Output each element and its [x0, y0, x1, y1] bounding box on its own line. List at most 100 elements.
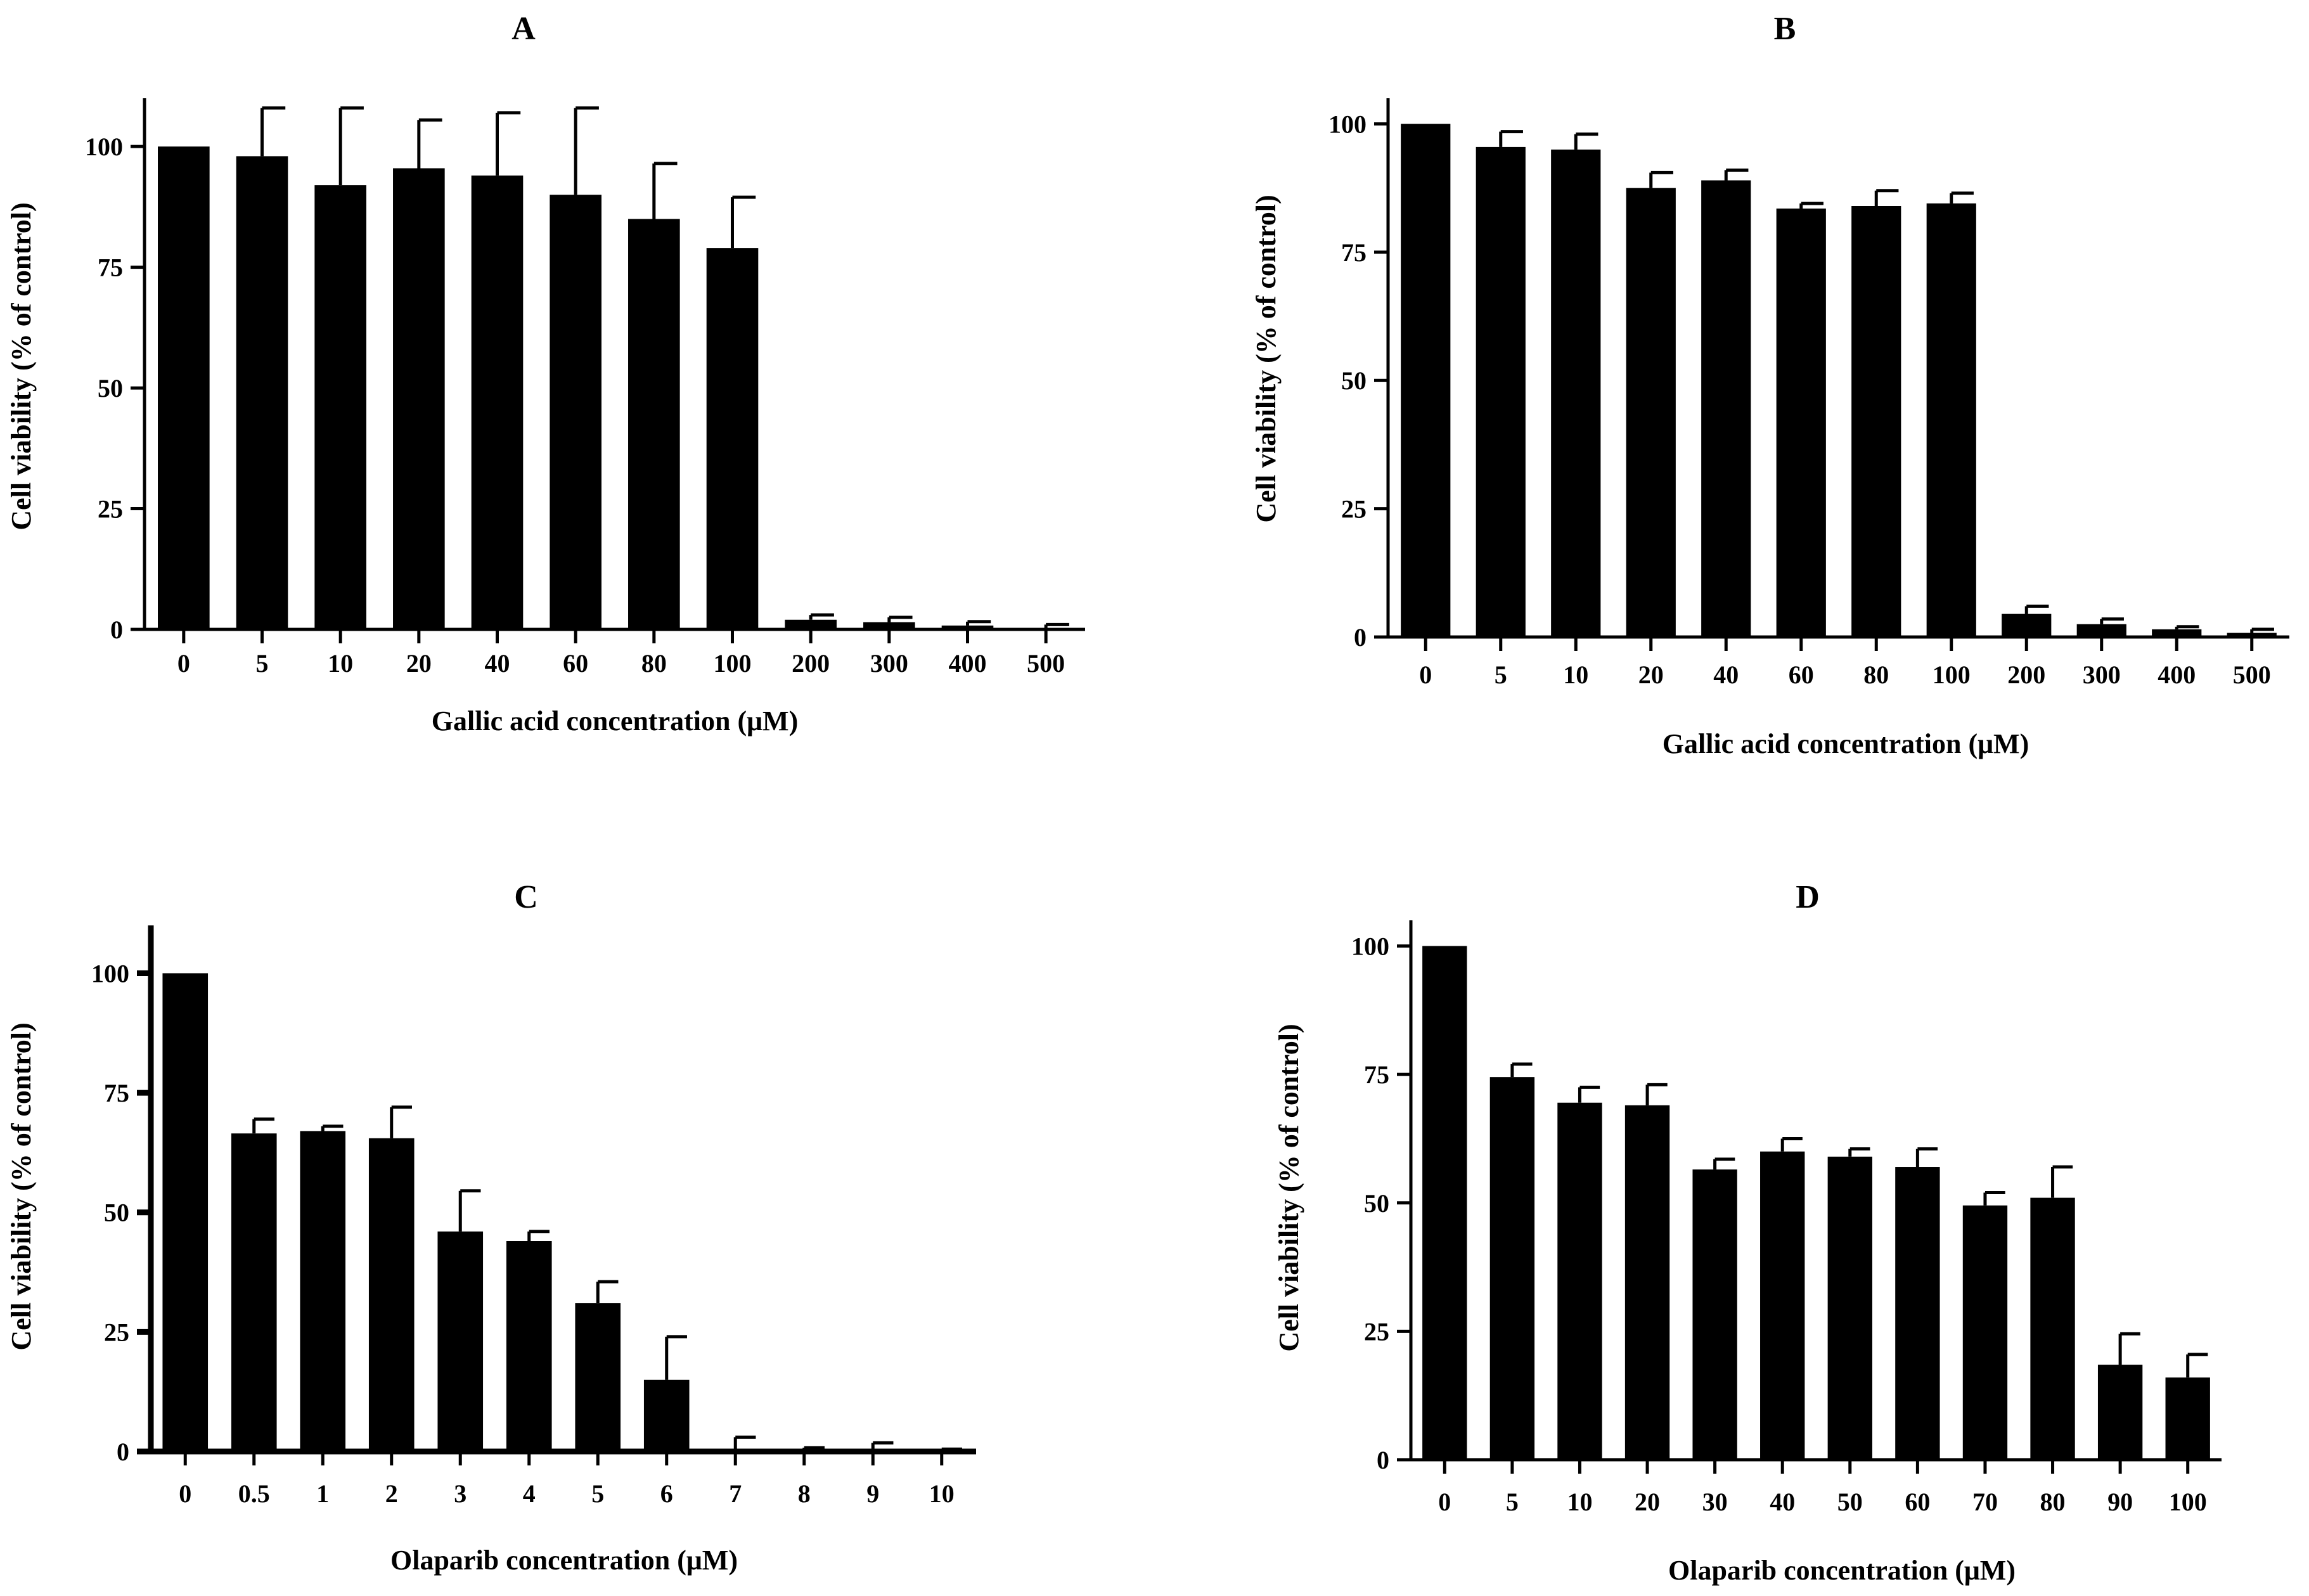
y-axis-label: Cell viability (% of control)	[1251, 195, 1282, 522]
x-tick-label: 30	[1702, 1488, 1728, 1516]
bar	[863, 622, 915, 629]
bar	[162, 973, 209, 1451]
x-tick-label: 100	[1933, 660, 1971, 689]
panel-title: A	[511, 11, 536, 47]
bar	[2152, 629, 2202, 637]
x-tick-label: 90	[2107, 1488, 2133, 1516]
bar	[437, 1231, 484, 1451]
y-tick-label: 0	[1354, 623, 1367, 652]
x-tick-label: 200	[2007, 660, 2045, 689]
x-tick-label: 2	[385, 1479, 398, 1508]
y-tick-label: 50	[1364, 1189, 1389, 1218]
y-tick-label: 25	[104, 1318, 129, 1346]
x-tick-label: 5	[1495, 660, 1507, 689]
bar	[2076, 624, 2126, 637]
x-tick-label: 100	[714, 649, 752, 678]
x-tick-label: 10	[929, 1479, 955, 1508]
bar	[643, 1379, 690, 1451]
x-tick-label: 10	[1567, 1488, 1592, 1516]
y-tick-label: 25	[1341, 495, 1367, 524]
bar	[236, 156, 288, 629]
x-axis-label: Gallic acid concentration (μM)	[432, 705, 799, 737]
bar	[628, 219, 680, 629]
bar	[918, 1450, 965, 1451]
x-tick-label: 70	[1972, 1488, 1998, 1516]
x-tick-label: 1	[316, 1479, 329, 1508]
x-tick-label: 500	[1027, 649, 1065, 678]
bar	[1851, 206, 1901, 637]
bar	[1926, 203, 1976, 637]
bar	[781, 1450, 827, 1451]
panel-c: C 0 25 50 75 100 0 0.5 1 2 3 4 5 6 7 8 9 10 Olaparib conce…	[6, 879, 976, 1576]
bar	[1701, 180, 1751, 637]
x-axis-label: Olaparib concentration (μM)	[390, 1545, 738, 1576]
bar	[1422, 946, 1467, 1460]
x-tick-label: 5	[256, 649, 269, 678]
bar	[1776, 209, 1826, 637]
bar	[1489, 1077, 1535, 1460]
y-tick-label: 0	[110, 615, 123, 644]
bar	[1401, 124, 1451, 637]
panel-d: D 0 25 50 75 100 0 5 10 20 30 40 50 60 70 80 90 100 Olapar…	[1273, 879, 2222, 1586]
x-tick-label: 9	[866, 1479, 879, 1508]
x-tick-label: 8	[798, 1479, 811, 1508]
x-tick-label: 0	[179, 1479, 191, 1508]
y-tick-label: 75	[104, 1079, 129, 1107]
y-tick-label: 50	[104, 1199, 129, 1227]
bar	[550, 195, 601, 629]
bar	[2165, 1377, 2210, 1460]
x-tick-label: 80	[1863, 660, 1889, 689]
y-axis-label: Cell viability (% of control)	[6, 202, 37, 530]
bar	[712, 1449, 759, 1451]
y-tick-label: 100	[1351, 932, 1389, 961]
y-tick-label: 75	[1341, 238, 1367, 267]
panel-b: B 0 25 50 75 100 0 5 10 20 40 60 80 100 200 300 400 500 Ga…	[1251, 11, 2289, 759]
bar	[2097, 1365, 2143, 1460]
x-tick-label: 50	[1837, 1488, 1863, 1516]
bar	[1692, 1169, 1737, 1460]
x-tick-label: 60	[563, 649, 588, 678]
bar	[1626, 188, 1676, 638]
bar	[1962, 1205, 2008, 1460]
x-tick-label: 7	[729, 1479, 742, 1508]
x-tick-label: 5	[1506, 1488, 1519, 1516]
x-tick-label: 40	[485, 649, 510, 678]
x-tick-label: 200	[792, 649, 830, 678]
x-tick-label: 4	[523, 1479, 536, 1508]
bar	[506, 1241, 552, 1451]
x-tick-label: 20	[1635, 1488, 1660, 1516]
bar	[2002, 614, 2052, 637]
y-tick-label: 75	[98, 254, 123, 282]
x-tick-label: 60	[1905, 1488, 1930, 1516]
x-tick-label: 0	[1438, 1488, 1451, 1516]
x-tick-label: 300	[2083, 660, 2121, 689]
x-tick-label: 300	[870, 649, 908, 678]
bar	[785, 619, 837, 629]
y-tick-label: 25	[1364, 1317, 1389, 1346]
y-axis-label: Cell viability (% of control)	[1273, 1024, 1304, 1351]
x-tick-label: 100	[2169, 1488, 2207, 1516]
x-tick-label: 80	[2040, 1488, 2066, 1516]
panel-title: B	[1774, 11, 1796, 47]
x-tick-label: 0	[1419, 660, 1432, 689]
x-tick-label: 60	[1789, 660, 1814, 689]
bar	[300, 1131, 346, 1451]
x-tick-label: 10	[328, 649, 353, 678]
bar	[941, 625, 994, 629]
x-tick-label: 20	[1638, 660, 1664, 689]
bar	[1020, 627, 1072, 629]
x-tick-label: 400	[2158, 660, 2196, 689]
bar	[1827, 1156, 1872, 1460]
y-tick-label: 100	[85, 132, 123, 161]
x-axis-label: Olaparib concentration (μM)	[1668, 1555, 2016, 1586]
y-tick-label: 25	[98, 495, 123, 524]
bar	[1551, 149, 1601, 637]
x-tick-label: 0.5	[238, 1479, 270, 1508]
y-tick-label: 100	[1328, 110, 1367, 138]
x-tick-label: 3	[454, 1479, 466, 1508]
bar	[2030, 1197, 2075, 1460]
x-tick-label: 10	[1563, 660, 1588, 689]
bar	[706, 248, 759, 629]
bar	[368, 1138, 415, 1451]
